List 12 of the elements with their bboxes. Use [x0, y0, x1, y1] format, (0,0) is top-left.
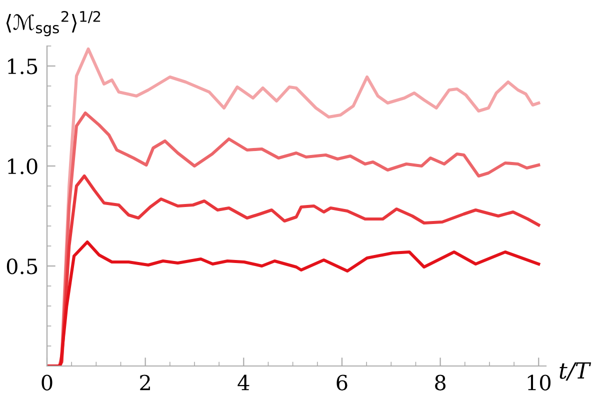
x-axis-title: t/T: [560, 362, 592, 381]
x-tick-label: 8: [435, 374, 446, 390]
x-tick-label: 6: [336, 374, 348, 390]
line-series: [47, 240, 540, 366]
x-tick-label: 10: [528, 374, 550, 390]
y-tick-label: 1.0: [8, 158, 38, 174]
x-tick-label: 0: [42, 374, 52, 390]
y-tick-label: 0.5: [6, 258, 38, 274]
x-tick-label: 2: [140, 374, 150, 390]
x-tick-label: 4: [238, 374, 250, 390]
y-tick-label: 1.5: [8, 58, 38, 74]
y-axis-title: ⟨ℳ$_{sgs}$$^{2}$⟩$^{1/2}$: [6, 10, 100, 36]
